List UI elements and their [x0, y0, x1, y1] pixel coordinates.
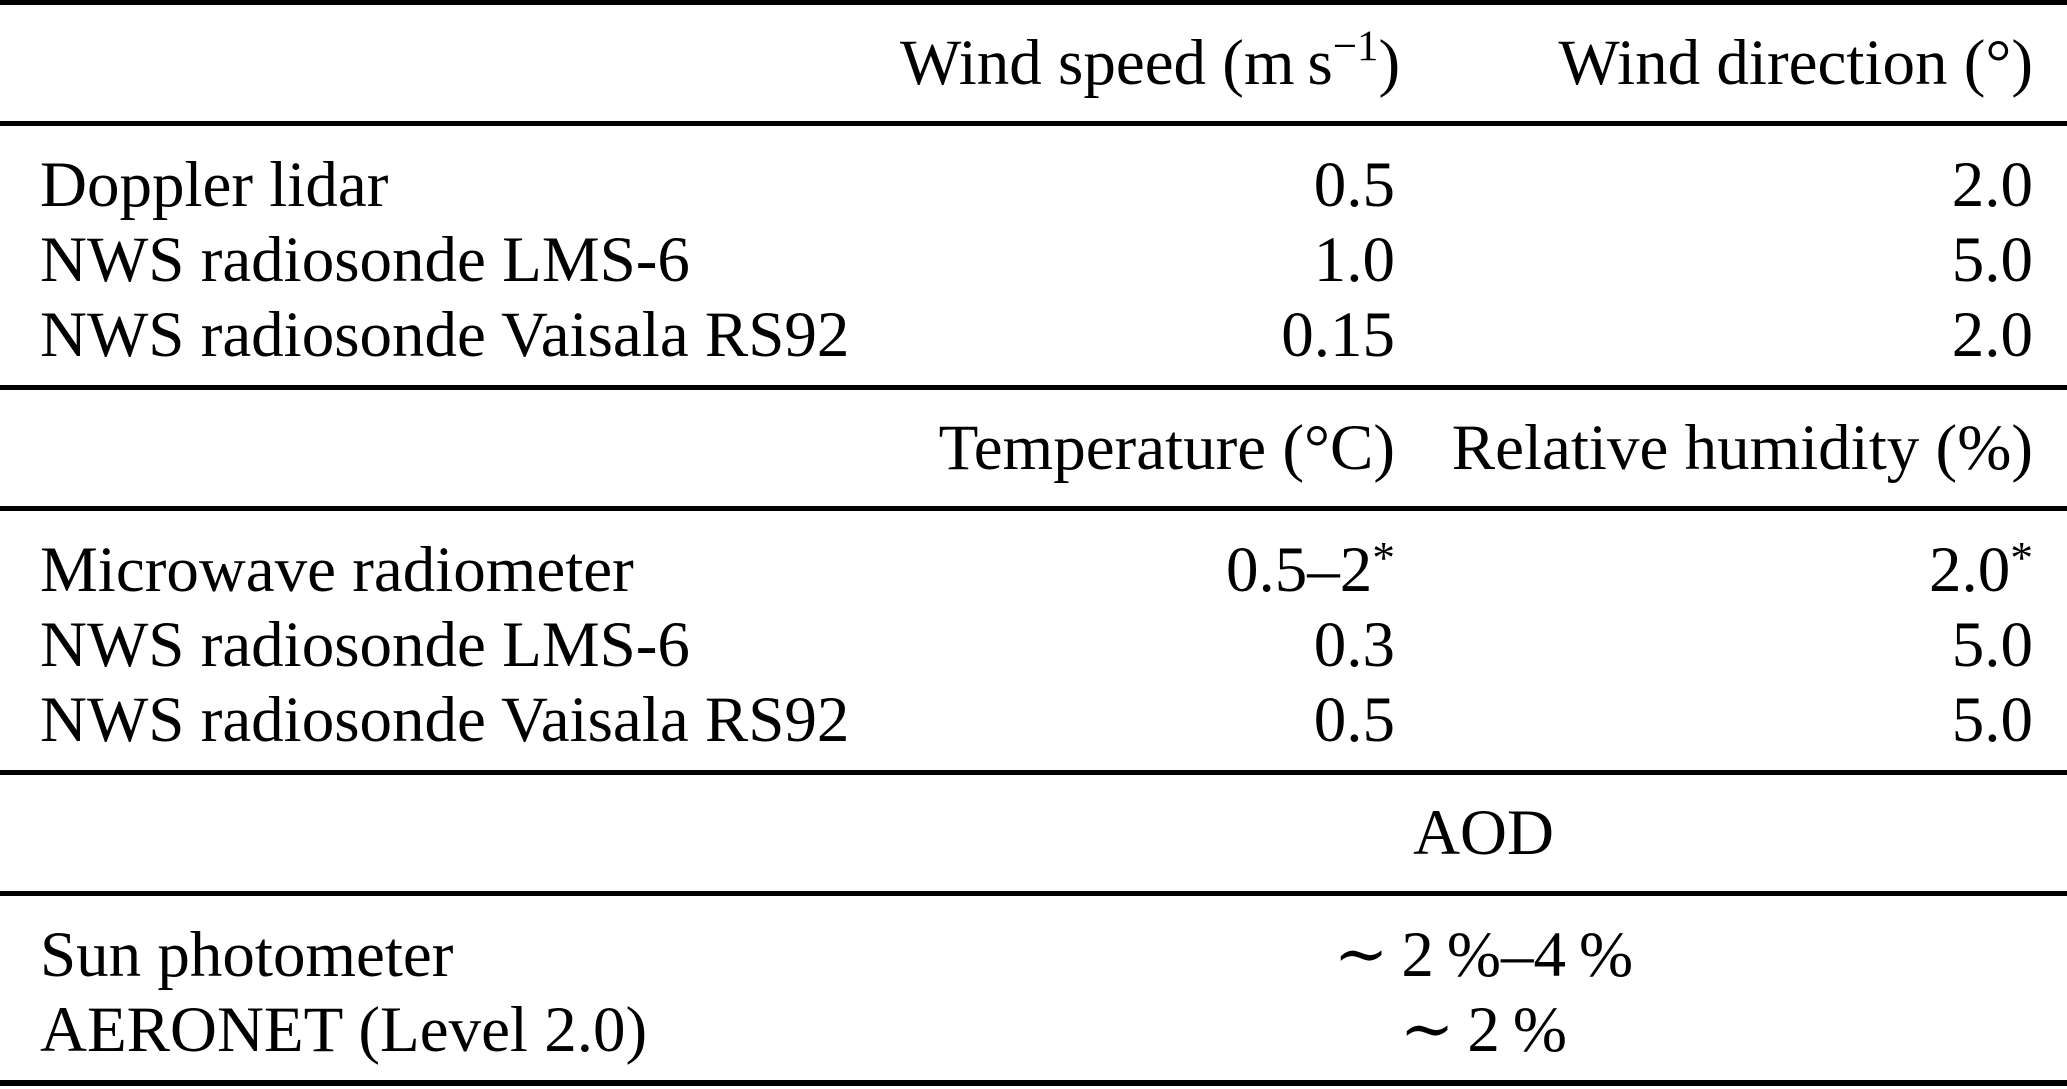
- aod-header-row: AOD: [0, 770, 2067, 896]
- table-row: NWS radiosonde Vaisala RS92 0.15 2.0: [0, 298, 2067, 388]
- table-row: AERONET (Level 2.0) ∼ 2 %: [0, 993, 2067, 1083]
- instrument-cell: AERONET (Level 2.0): [40, 994, 648, 1066]
- value-text: 2.0: [1929, 534, 2011, 606]
- relative-humidity-header: Relative humidity (%): [1395, 385, 2067, 511]
- instrument-cell: NWS radiosonde LMS-6: [40, 224, 690, 296]
- value-cell: 5.0: [1951, 684, 2033, 756]
- value-cell: 0.5: [1313, 684, 1395, 756]
- temperature-header: Temperature (°C): [900, 385, 1395, 511]
- wind-header-row: Wind speed (m s−1) Wind direction (°): [0, 0, 2067, 126]
- spacer-cell: [0, 385, 900, 511]
- footnote-asterisk: *: [2010, 531, 2033, 583]
- value-cell: 2.0: [1951, 299, 2033, 371]
- value-cell: 0.15: [1281, 299, 1395, 371]
- value-cell: 0.3: [1313, 609, 1395, 681]
- section-wind: Wind speed (m s−1) Wind direction (°) Do…: [0, 0, 2067, 388]
- value-cell: ∼ 2 %–4 %: [1333, 919, 1634, 991]
- instrument-cell: NWS radiosonde LMS-6: [40, 609, 690, 681]
- value-cell: 5.0: [1951, 609, 2033, 681]
- value-cell: ∼ 2 %: [1399, 994, 1568, 1066]
- aod-header: AOD: [900, 770, 2067, 896]
- section-aod: AOD Sun photometer ∼ 2 %–4 % AERONET (Le…: [0, 770, 2067, 1084]
- table-row: Sun photometer ∼ 2 %–4 %: [0, 894, 2067, 994]
- footnote-asterisk: *: [1372, 531, 1395, 583]
- instrument-cell: Doppler lidar: [40, 149, 389, 221]
- wind-speed-exponent: −1: [1332, 23, 1379, 71]
- value-cell: 0.5–2*: [900, 509, 1395, 609]
- table-row: NWS radiosonde Vaisala RS92 0.5 5.0: [0, 683, 2067, 773]
- spacer-cell: [0, 0, 900, 126]
- value-cell: 1.0: [1313, 224, 1395, 296]
- instrument-cell: Microwave radiometer: [40, 534, 634, 606]
- wind-speed-header-close: ): [1378, 27, 1401, 99]
- thermo-header-row: Temperature (°C) Relative humidity (%): [0, 385, 2067, 511]
- wind-speed-header-text: Wind speed (m s: [900, 27, 1333, 99]
- value-cell: 5.0: [1951, 224, 2033, 296]
- section-thermodynamics: Temperature (°C) Relative humidity (%) M…: [0, 385, 2067, 773]
- value-cell: 2.0: [1951, 149, 2033, 221]
- value-text: 0.5–2: [1226, 534, 1373, 606]
- table-row: NWS radiosonde LMS-6 1.0 5.0: [0, 223, 2067, 298]
- table-row: NWS radiosonde LMS-6 0.3 5.0: [0, 608, 2067, 683]
- wind-speed-header: Wind speed (m s−1): [900, 0, 1400, 126]
- value-cell: 0.5: [1313, 149, 1395, 221]
- spacer-cell: [0, 770, 900, 896]
- instrument-cell: NWS radiosonde Vaisala RS92: [40, 299, 850, 371]
- instrument-cell: NWS radiosonde Vaisala RS92: [40, 684, 850, 756]
- wind-direction-header: Wind direction (°): [1395, 0, 2067, 126]
- table-row: Microwave radiometer 0.5–2* 2.0*: [0, 509, 2067, 609]
- table-row: Doppler lidar 0.5 2.0: [0, 124, 2067, 224]
- value-cell: 2.0*: [1395, 509, 2067, 609]
- instrument-cell: Sun photometer: [40, 919, 454, 991]
